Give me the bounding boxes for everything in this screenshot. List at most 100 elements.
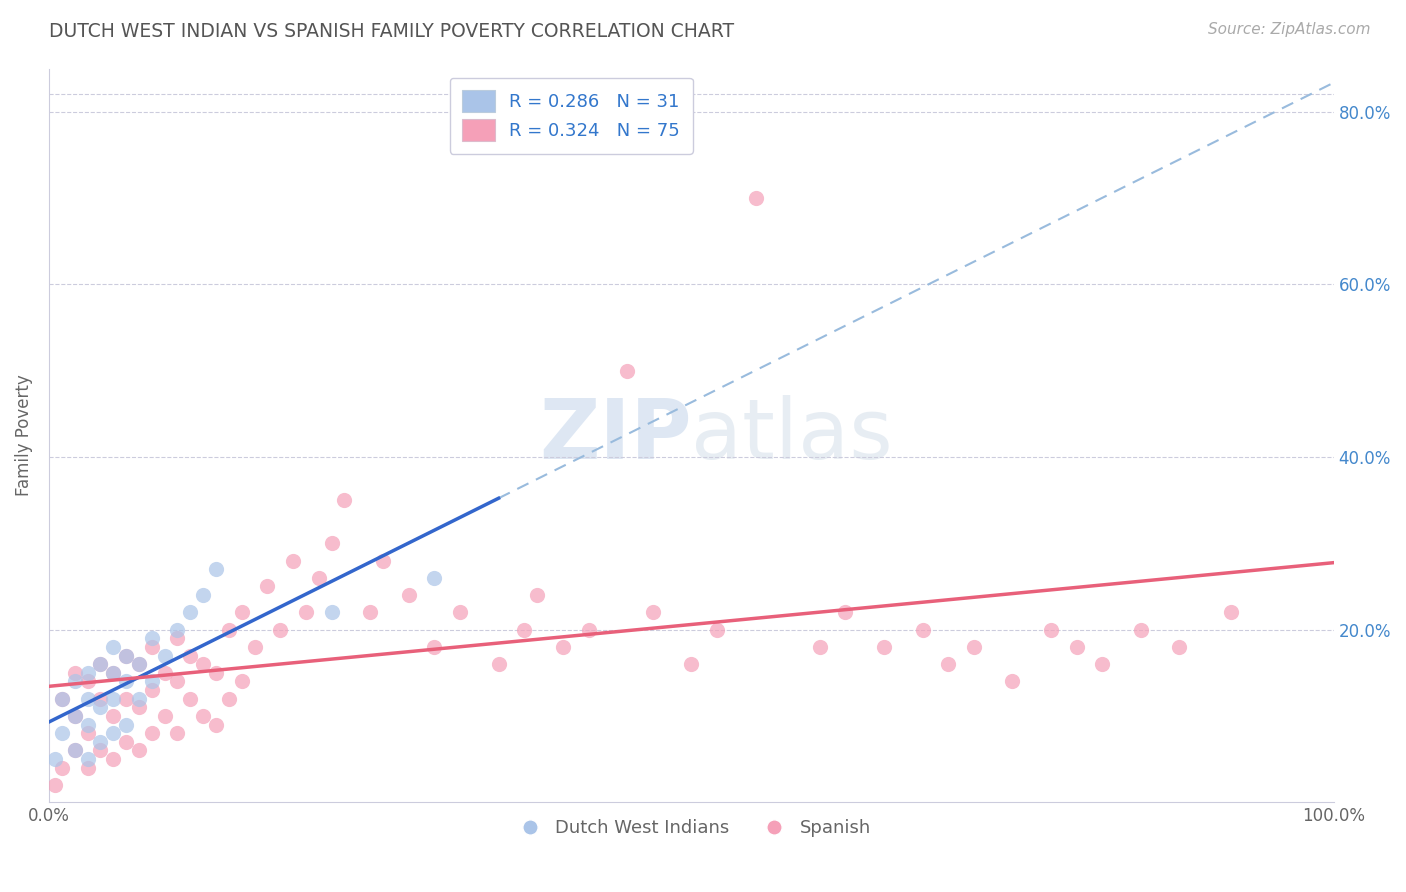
Point (449, 605, 471, 619)
Point (103, 665, 125, 680)
Point (616, 364, 638, 378)
Point (513, 623, 536, 637)
Point (256, 579, 278, 593)
Point (359, 605, 381, 619)
Point (44, 752, 66, 766)
Point (205, 665, 228, 680)
Point (936, 657, 959, 672)
Text: atlas: atlas (692, 395, 893, 476)
Point (179, 648, 201, 663)
Point (166, 674, 188, 689)
Point (281, 553, 304, 567)
Point (89, 700, 111, 714)
Point (89, 743, 111, 757)
Point (1091, 657, 1114, 672)
Point (179, 691, 201, 706)
Point (128, 691, 150, 706)
Point (423, 640, 446, 654)
Point (103, 726, 125, 740)
Point (166, 623, 188, 637)
Point (578, 623, 600, 637)
Point (218, 691, 240, 706)
Point (1129, 623, 1152, 637)
Point (1040, 623, 1063, 637)
Point (115, 717, 138, 731)
Point (166, 632, 188, 646)
Point (103, 709, 125, 723)
Point (63, 743, 86, 757)
Point (321, 536, 343, 550)
Point (51, 726, 73, 740)
Point (115, 735, 138, 749)
Point (76, 761, 98, 775)
Point (128, 700, 150, 714)
Point (333, 493, 356, 508)
Point (166, 726, 188, 740)
Point (115, 648, 138, 663)
Text: ZIP: ZIP (538, 395, 692, 476)
Point (873, 640, 896, 654)
Point (51, 691, 73, 706)
Point (218, 623, 240, 637)
Point (308, 571, 330, 585)
Point (115, 648, 138, 663)
Point (128, 657, 150, 672)
Point (551, 640, 574, 654)
Point (51, 761, 73, 775)
Point (398, 588, 420, 602)
Point (63, 709, 86, 723)
Point (115, 691, 138, 706)
Point (321, 605, 343, 619)
Point (76, 665, 98, 680)
Point (834, 605, 856, 619)
Point (89, 691, 111, 706)
Point (76, 691, 98, 706)
Point (526, 588, 548, 602)
Point (89, 735, 111, 749)
Point (141, 683, 163, 698)
Point (179, 605, 201, 619)
Text: Source: ZipAtlas.com: Source: ZipAtlas.com (1208, 22, 1371, 37)
Point (1001, 674, 1024, 689)
Point (706, 623, 728, 637)
Point (371, 553, 394, 567)
Point (808, 640, 831, 654)
Point (911, 623, 934, 637)
Point (205, 717, 228, 731)
Point (153, 648, 176, 663)
Point (744, 191, 766, 205)
Point (76, 717, 98, 731)
Legend: Dutch West Indians, Spanish: Dutch West Indians, Spanish (505, 812, 879, 845)
Point (191, 709, 214, 723)
Point (128, 657, 150, 672)
Point (103, 640, 125, 654)
Point (963, 640, 986, 654)
Point (103, 752, 125, 766)
Point (153, 709, 176, 723)
Point (191, 588, 214, 602)
Point (269, 623, 291, 637)
Point (488, 657, 510, 672)
Point (295, 605, 318, 619)
Point (231, 605, 253, 619)
Point (76, 674, 98, 689)
Point (231, 674, 253, 689)
Point (153, 665, 176, 680)
Point (681, 657, 703, 672)
Point (1066, 640, 1088, 654)
Point (63, 743, 86, 757)
Point (51, 691, 73, 706)
Point (1219, 605, 1241, 619)
Point (191, 657, 214, 672)
Y-axis label: Family Poverty: Family Poverty (15, 375, 32, 496)
Point (141, 640, 163, 654)
Point (141, 726, 163, 740)
Point (89, 657, 111, 672)
Point (89, 657, 111, 672)
Point (1168, 640, 1191, 654)
Point (423, 571, 446, 585)
Point (76, 726, 98, 740)
Point (63, 709, 86, 723)
Point (115, 674, 138, 689)
Text: DUTCH WEST INDIAN VS SPANISH FAMILY POVERTY CORRELATION CHART: DUTCH WEST INDIAN VS SPANISH FAMILY POVE… (49, 22, 734, 41)
